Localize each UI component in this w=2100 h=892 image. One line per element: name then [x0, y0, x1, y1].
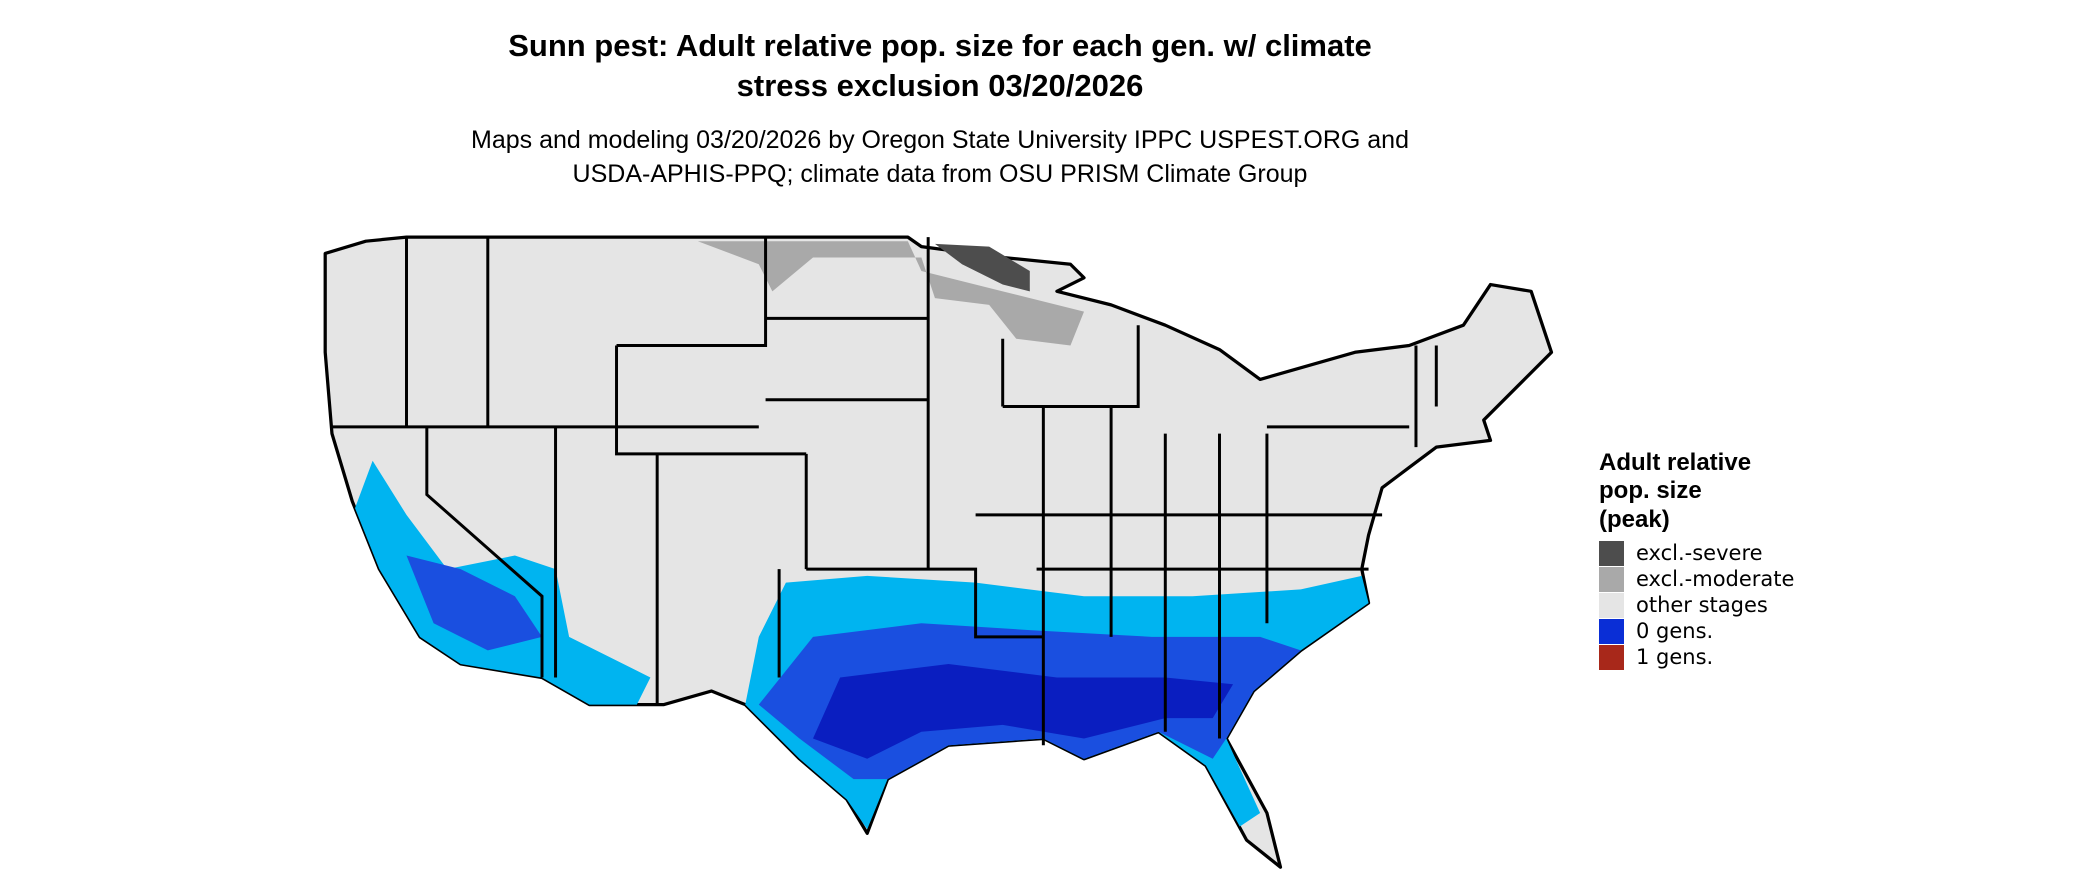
- moderate-area: [697, 241, 1084, 346]
- subtitle-line: Maps and modeling 03/20/2026 by Oregon S…: [471, 126, 1409, 154]
- title-line: stress exclusion 03/20/2026: [737, 68, 1144, 103]
- title-line: Sunn pest: Adult relative pop. size for …: [508, 28, 1372, 63]
- legend-label: 1 gens.: [1636, 645, 1713, 669]
- blue-area: [406, 555, 542, 651]
- legend-label: other stages: [1636, 593, 1768, 617]
- legend-swatch: [1599, 645, 1624, 670]
- legend-title: (peak): [1599, 506, 1670, 533]
- dark-blue-area: [813, 663, 1234, 759]
- legend: Adult relative pop. size (peak) excl.-se…: [1599, 449, 1794, 670]
- subtitle-line: USDA-APHIS-PPQ; climate data from OSU PR…: [573, 160, 1308, 188]
- legend-label: excl.-moderate: [1636, 567, 1794, 591]
- titles: Sunn pest: Adult relative pop. size for …: [471, 28, 1409, 188]
- state-borders: [331, 237, 1438, 746]
- legend-swatch: [1599, 567, 1624, 592]
- light-blue-area: [355, 460, 651, 705]
- legend-label: 0 gens.: [1636, 619, 1713, 643]
- us-outline: [323, 235, 1554, 869]
- legend-swatch: [1599, 593, 1624, 618]
- legend-swatch: [1599, 541, 1624, 566]
- legend-label: excl.-severe: [1636, 541, 1763, 565]
- map: [323, 235, 1554, 869]
- legend-title: pop. size: [1599, 477, 1702, 504]
- severe-area: [934, 243, 1030, 292]
- legend-swatch: [1599, 619, 1624, 644]
- legend-title: Adult relative: [1599, 449, 1751, 476]
